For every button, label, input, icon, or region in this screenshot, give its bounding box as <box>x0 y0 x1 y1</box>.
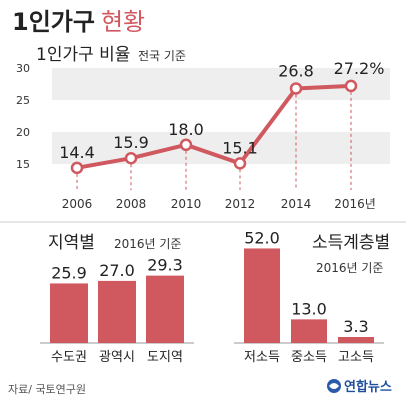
x-tick-label: 2006 <box>62 197 93 211</box>
bar <box>146 275 184 343</box>
bar-value-label: 13.0 <box>291 299 327 318</box>
bar-category-label: 수도권 <box>51 350 87 365</box>
y-tick-label: 20 <box>16 126 30 139</box>
bar-category-label: 저소득 <box>244 350 280 365</box>
data-label: 14.4 <box>59 143 95 162</box>
y-tick-label: 25 <box>16 94 30 107</box>
series-line <box>76 83 352 170</box>
yonhap-logo: 연합뉴스 <box>327 379 392 395</box>
bar <box>50 283 88 343</box>
data-point <box>344 79 358 93</box>
data-point <box>70 161 84 175</box>
data-label: 15.1 <box>222 138 258 157</box>
x-tick-label: 2012 <box>225 197 256 211</box>
data-point <box>233 157 247 170</box>
x-tick-label: 2016년 <box>334 197 376 211</box>
y-tick-label: 15 <box>16 158 30 171</box>
bar-category-label: 광역시 <box>99 350 135 365</box>
bar <box>98 280 136 343</box>
main-title: 1인가구 현황 <box>12 8 145 36</box>
region-chart-title: 지역별 <box>48 233 95 253</box>
x-tick-label: 2014 <box>281 197 312 211</box>
bar-category-label: 고소득 <box>338 350 374 365</box>
data-label: 27.2% <box>334 59 385 78</box>
grid-band <box>52 68 390 100</box>
main-title-rest: 현황 <box>101 8 145 36</box>
source-text: 자료/ 국토연구원 <box>8 383 86 396</box>
x-tick-label: 2008 <box>116 197 147 211</box>
data-point <box>179 138 193 152</box>
line-chart-title: 1인가구 비율 <box>36 45 130 65</box>
bar-category-label: 중소득 <box>291 350 327 365</box>
data-point <box>289 82 303 95</box>
y-tick-label: 30 <box>16 62 30 75</box>
bar-category-label: 도지역 <box>147 350 183 365</box>
region-bar-chart: 25.9 수도권 27.0 광역시 29.3 도지역 <box>40 256 194 365</box>
data-label: 26.8 <box>278 61 314 80</box>
data-point <box>124 151 138 165</box>
data-label: 18.0 <box>168 120 204 139</box>
region-chart-subtitle: 2016년 기준 <box>114 237 181 251</box>
bar <box>244 248 280 343</box>
grid-band <box>52 132 390 164</box>
bar-value-label: 27.0 <box>99 261 135 280</box>
x-tick-label: 2010 <box>171 197 202 211</box>
main-title-bold: 1인가구 <box>12 8 95 36</box>
line-chart-subtitle: 전국 기준 <box>138 49 186 63</box>
income-bar-chart: 52.0 저소득 13.0 중소득 3.3 고소득 <box>234 228 384 365</box>
line-chart: 30 25 20 15 14.4 15.9 18.0 15.1 26.8 27.2% 2006 200… <box>16 59 390 211</box>
bar <box>338 337 374 343</box>
data-label: 15.9 <box>113 133 149 152</box>
logo-swoosh <box>329 383 339 389</box>
logo-text: 연합뉴스 <box>344 379 392 395</box>
bar-value-label: 29.3 <box>147 256 183 275</box>
income-chart-subtitle: 2016년 기준 <box>316 261 383 275</box>
income-chart-title: 소득계층별 <box>312 233 390 253</box>
bar-value-label: 3.3 <box>343 317 368 336</box>
bar-value-label: 25.9 <box>51 263 87 282</box>
bar-value-label: 52.0 <box>244 228 280 247</box>
bar <box>291 319 327 343</box>
